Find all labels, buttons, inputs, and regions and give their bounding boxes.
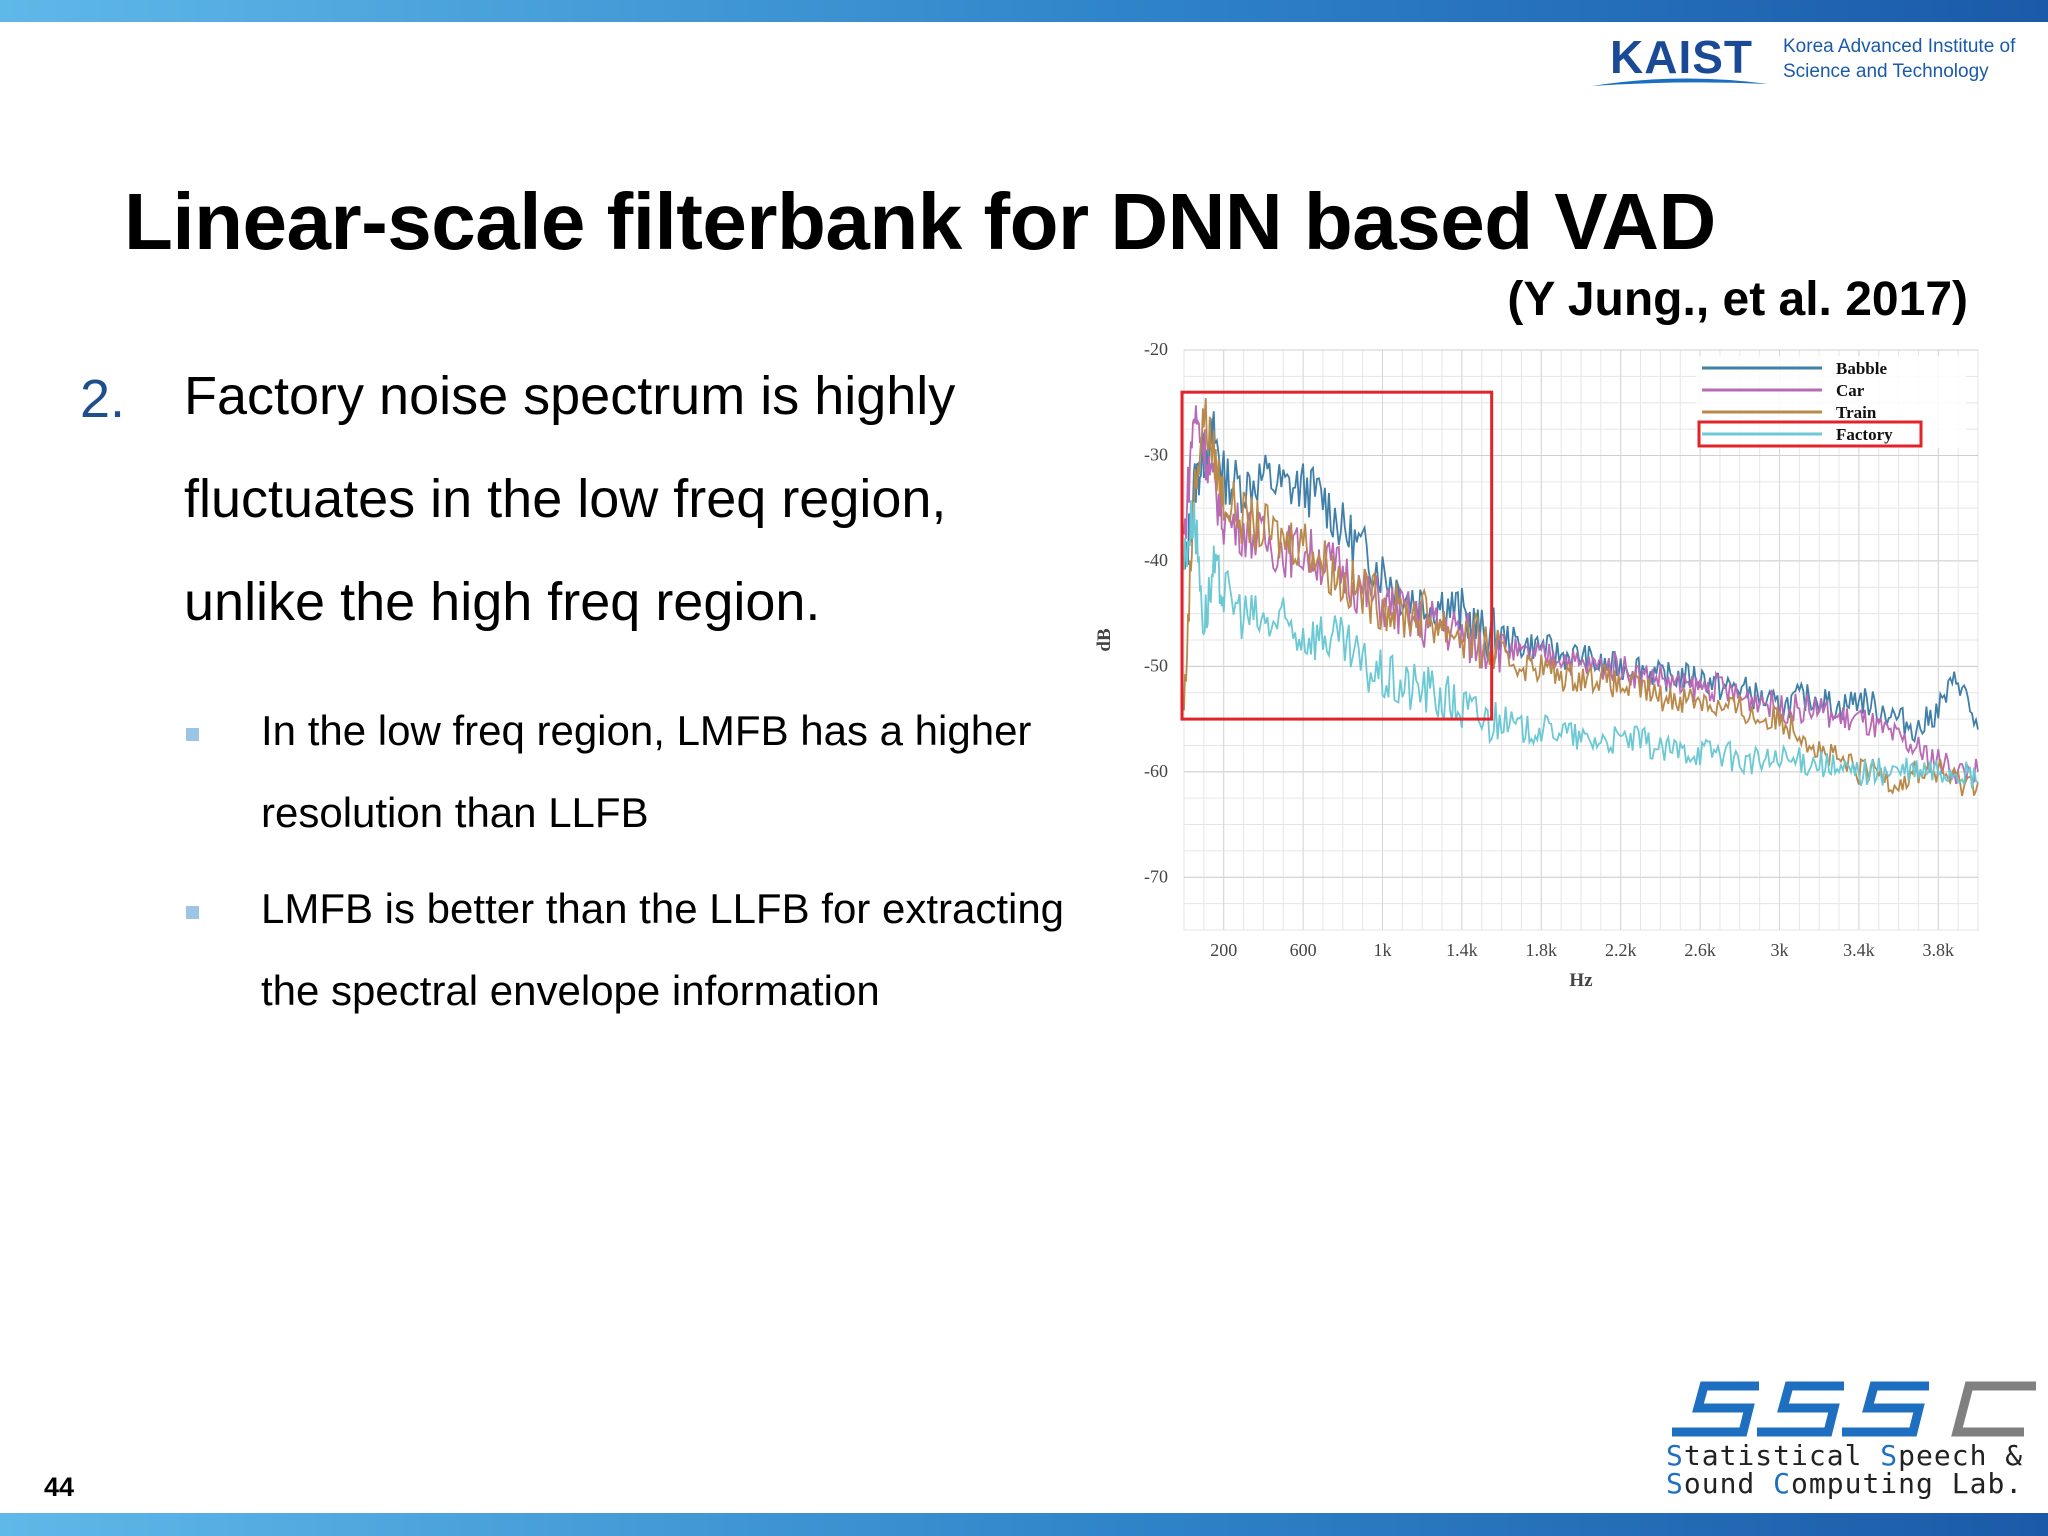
spectrum-chart: -20 -30 -40 -50 -60 -70 200 600 1k 1.4k 1.8k 2.2k 2.… — [1094, 339, 1979, 991]
main-point-number: 2. — [80, 369, 126, 429]
y-tick-label: -50 — [1144, 655, 1168, 675]
kaist-subtitle: Korea Advanced Institute of Science and … — [1783, 34, 2048, 84]
main-point-text: Factory noise spectrum is highly fluctua… — [184, 366, 956, 632]
x-tick-label: 2.6k — [1684, 940, 1716, 960]
legend-highlight-box — [1697, 420, 1923, 448]
series-line-factory — [1183, 500, 1979, 789]
x-tick-label: 1.4k — [1446, 940, 1478, 960]
y-axis-label: dB — [1094, 628, 1115, 652]
citation: (Y Jung., et al. 2017) — [1507, 273, 1968, 326]
y-tick-label: -20 — [1144, 339, 1168, 359]
series-line-babble — [1183, 411, 1979, 744]
x-axis-label: Hz — [1569, 970, 1593, 991]
sssc-lab-name: Statistical Speech & Sound Computing Lab… — [1666, 1442, 2023, 1498]
square-bullet-icon — [186, 728, 199, 741]
sub-point-text: LMFB is better than the LLFB for extract… — [261, 885, 1065, 1014]
x-tick-label: 3k — [1771, 940, 1789, 960]
bottom-accent-bar — [0, 1513, 2048, 1536]
y-tick-label: -40 — [1144, 550, 1168, 570]
series-line-train — [1183, 398, 1979, 797]
sssc-line-1: Statistical Speech & — [1666, 1439, 2024, 1472]
legend-label: Train — [1836, 403, 1877, 422]
y-tick-label: -60 — [1144, 761, 1168, 781]
sssc-monogram-icon — [1672, 1381, 2036, 1437]
x-tick-label: 3.4k — [1843, 940, 1875, 960]
kaist-logo: KAIST Korea Advanced Institute of Scienc… — [1590, 30, 2048, 92]
x-tick-label: 3.8k — [1923, 940, 1955, 960]
sssc-line-2: Sound Computing Lab. — [1666, 1467, 2024, 1500]
y-tick-label: -70 — [1144, 866, 1168, 886]
kaist-swoosh-icon — [1592, 78, 1768, 86]
x-tick-label: 1.8k — [1526, 940, 1558, 960]
kaist-subtitle-line2: Science and Technology — [1783, 61, 1989, 82]
top-accent-bar — [0, 0, 2048, 22]
legend-label: Factory — [1836, 425, 1893, 444]
x-tick-label: 1k — [1374, 940, 1392, 960]
legend-label: Babble — [1836, 359, 1887, 378]
series-line-car — [1183, 405, 1979, 787]
slide-title: Linear-scale filterbank for DNN based VA… — [124, 177, 1716, 266]
kaist-wordmark: KAIST — [1610, 31, 1753, 83]
x-tick-label: 2.2k — [1605, 940, 1637, 960]
x-tick-label: 200 — [1210, 940, 1237, 960]
sub-point-text: In the low freq region, LMFB has a highe… — [261, 707, 1032, 836]
highlight-box — [1180, 390, 1494, 721]
square-bullet-icon — [186, 906, 199, 919]
page-number: 44 — [44, 1472, 75, 1502]
sssc-logo: Statistical Speech & Sound Computing Lab… — [1664, 1378, 2044, 1503]
y-tick-label: -30 — [1144, 444, 1168, 464]
x-tick-label: 600 — [1290, 940, 1317, 960]
kaist-subtitle-line1: Korea Advanced Institute of — [1783, 36, 2016, 57]
legend-label: Car — [1836, 381, 1865, 400]
